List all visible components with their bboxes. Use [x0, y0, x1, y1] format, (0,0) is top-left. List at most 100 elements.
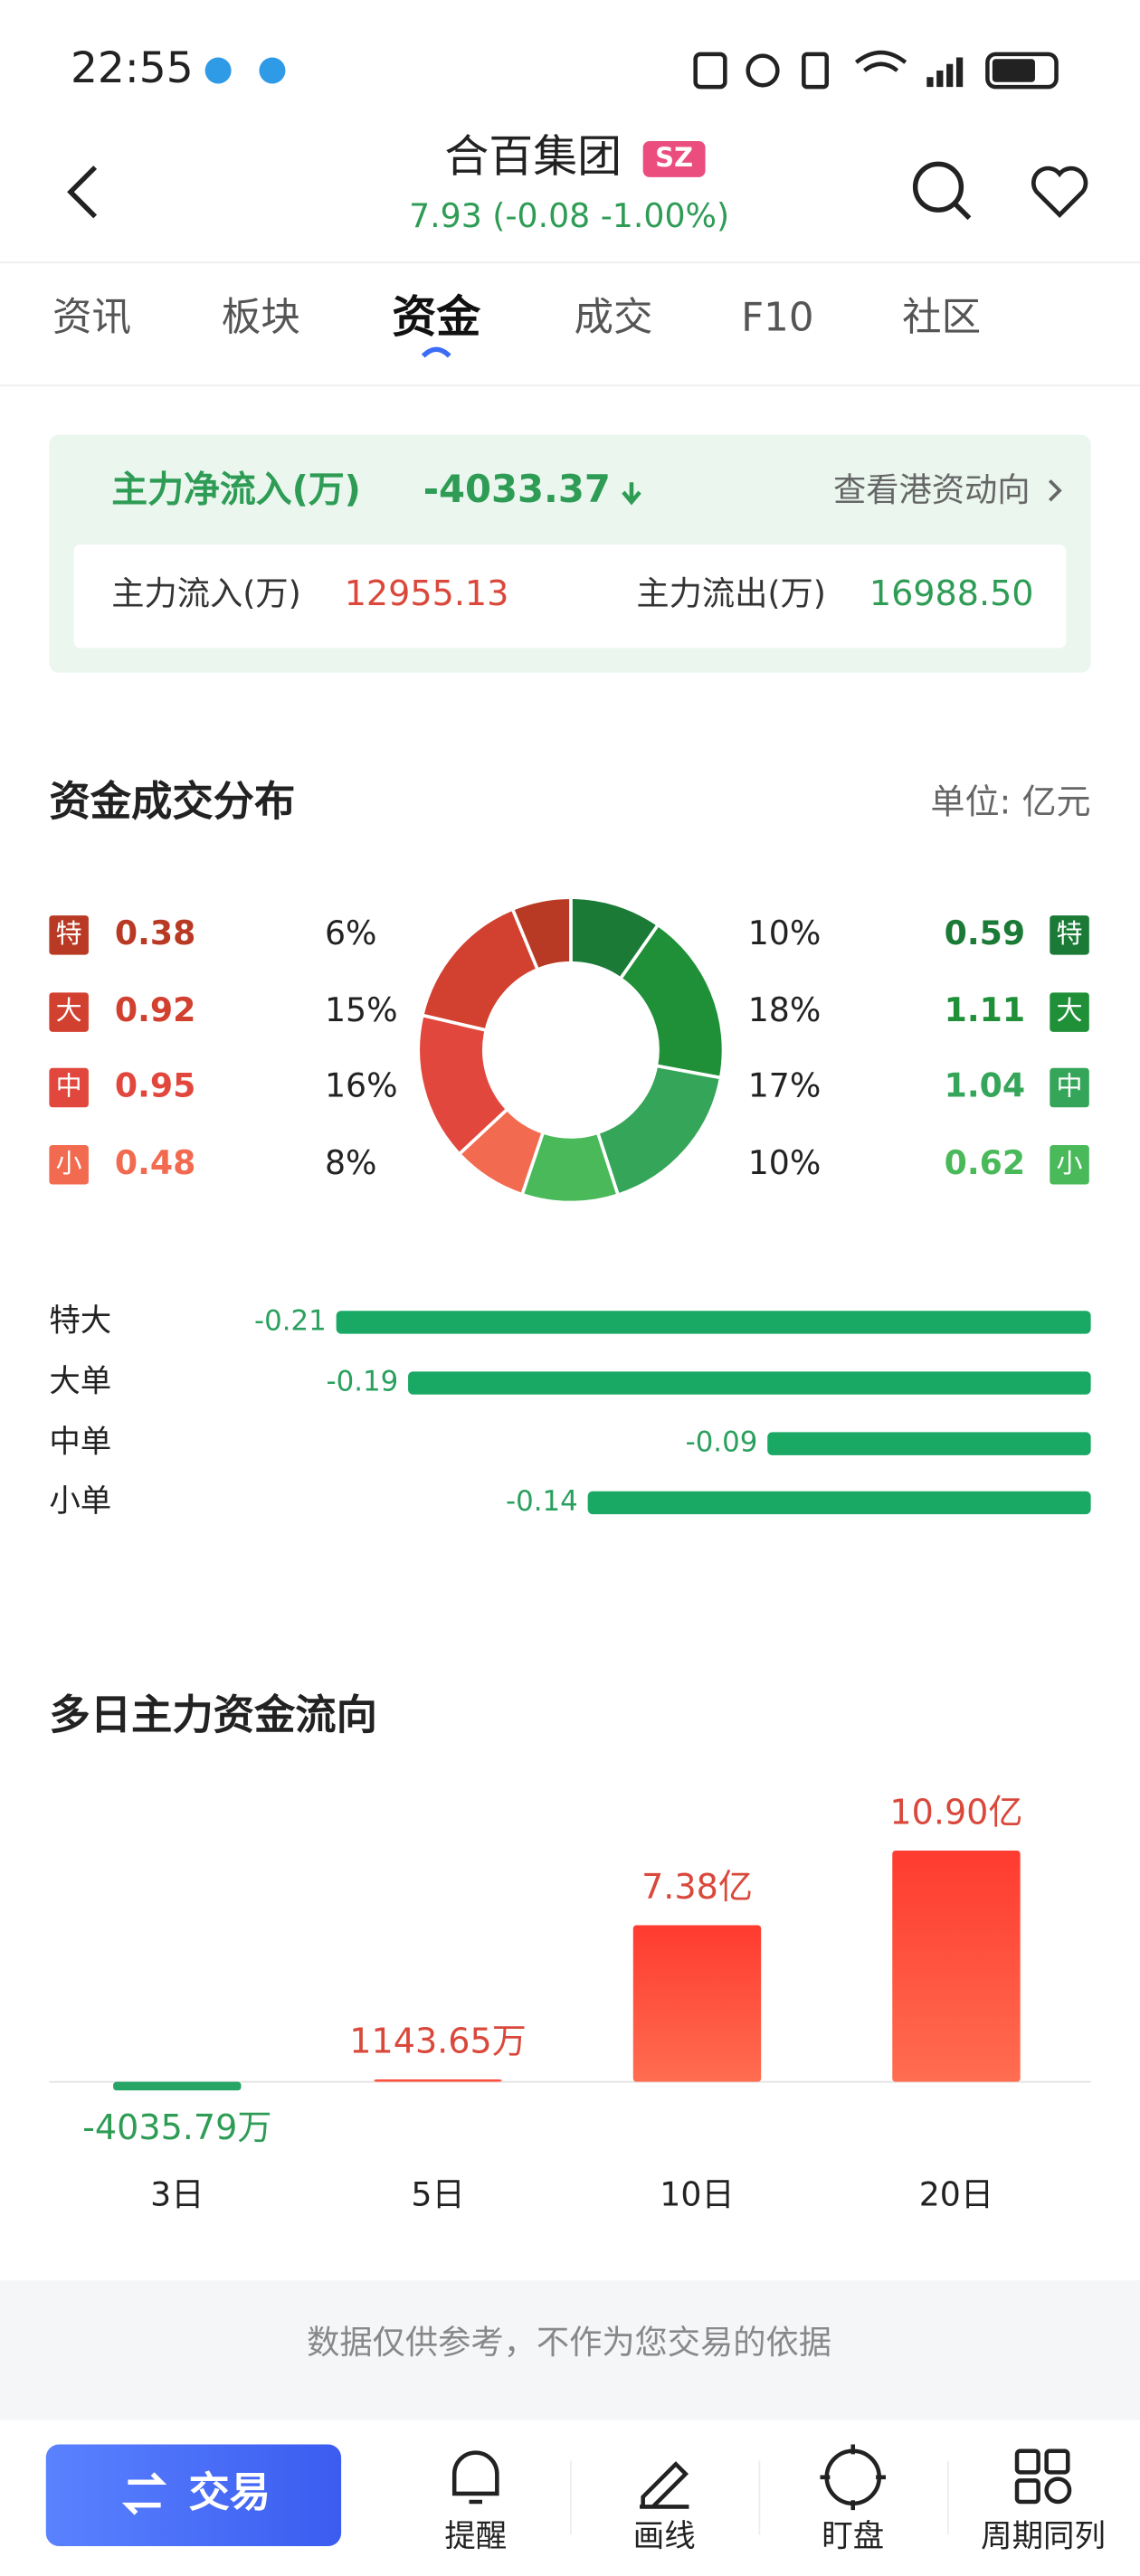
donut-segment — [510, 895, 573, 972]
flow-bar — [632, 1925, 762, 2082]
status-icons — [693, 50, 1059, 90]
nav-item[interactable]: 盯盘 — [822, 2518, 884, 2554]
footer — [0, 2280, 1140, 2420]
tag: 小 — [1057, 1148, 1083, 1179]
tag-box — [1050, 1067, 1089, 1108]
tag-box — [49, 915, 89, 955]
net-value: -0.14 — [506, 1485, 578, 1518]
size-label: 中单 — [49, 1425, 111, 1461]
net-by-size: 特大 -0.21 大单 -0.19 中单 -0.09 小单 -0.14 — [49, 1302, 1091, 1520]
tabs: 资讯 板块 资金 成交 F10 社区 — [52, 291, 981, 358]
buy-value: 0.48 — [115, 1143, 195, 1182]
net-value: -0.09 — [686, 1426, 758, 1459]
net-value: -0.21 — [254, 1304, 327, 1337]
nav-item[interactable]: 提醒 — [444, 2518, 507, 2554]
net-bar — [408, 1371, 1091, 1395]
x-tick-label: 5日 — [411, 2175, 464, 2214]
inflow-label: 主力流入(万) — [111, 573, 300, 612]
buy-pct: 6% — [325, 914, 377, 952]
stock-name: 合百集团 — [444, 130, 622, 182]
tab[interactable]: 板块 — [222, 296, 300, 341]
tab[interactable]: F10 — [741, 296, 813, 341]
buy-value: 0.95 — [115, 1066, 195, 1105]
hk-flow-link[interactable]: 查看港资动向 — [833, 470, 1030, 509]
back-button[interactable] — [67, 166, 98, 219]
sell-value: 1.04 — [945, 1066, 1025, 1105]
tag: 大 — [1057, 995, 1083, 1026]
tag-box — [1050, 992, 1089, 1032]
quote: 7.93 (-0.08 -1.00%) — [409, 196, 729, 235]
exchange: SZ — [655, 142, 693, 173]
chevron — [1049, 479, 1062, 502]
tag-box — [49, 1067, 89, 1108]
tag: 特 — [56, 918, 82, 949]
sell-pct: 10% — [748, 1143, 822, 1182]
flow-label: 10.90亿 — [889, 1793, 1022, 1833]
flow-bar — [892, 1850, 1021, 2082]
net-flow-label: 主力净流入(万) — [111, 469, 361, 511]
trade-button[interactable] — [45, 2444, 342, 2546]
favorite-button[interactable] — [1031, 166, 1088, 218]
status-icon — [204, 57, 232, 84]
exchange-badge — [642, 140, 706, 177]
flow-label: 7.38亿 — [641, 1867, 753, 1907]
donut-segment — [595, 1064, 723, 1198]
net-value: -0.19 — [326, 1366, 398, 1398]
section-title: 多日主力资金流向 — [49, 1691, 377, 1739]
time: 22:55 — [71, 43, 194, 93]
x-tick-label: 3日 — [150, 2175, 204, 2214]
tag: 中 — [1057, 1071, 1083, 1102]
sell-value: 1.11 — [945, 990, 1025, 1029]
buy-pct: 15% — [325, 990, 398, 1029]
buy-pct: 16% — [325, 1066, 398, 1105]
multi-day-chart: -4035.79万 3日 1143.65万 5日 7.38亿 10日 10.90亿 20日 — [82, 1793, 1022, 2214]
x-tick-label: 20日 — [919, 2175, 993, 2214]
buy-value: 0.38 — [115, 914, 195, 952]
tab-indicator — [421, 346, 451, 358]
flow-label: -4035.79万 — [82, 2107, 271, 2147]
trade-label: 交易 — [188, 2468, 271, 2516]
tag-box — [49, 992, 89, 1032]
size-label: 特大 — [49, 1302, 111, 1339]
nav: 提醒 画线 盯盘 周期同列 — [444, 2518, 1106, 2554]
unit: 单位: 亿元 — [930, 781, 1090, 821]
outflow-label: 主力流出(万) — [636, 573, 825, 612]
sell-pct: 10% — [748, 914, 822, 952]
net-bar — [587, 1491, 1091, 1515]
tab[interactable]: 成交 — [575, 296, 653, 341]
search-button[interactable] — [912, 161, 972, 221]
tag: 大 — [56, 995, 82, 1026]
inflow-value: 12955.13 — [345, 573, 509, 613]
nav-item[interactable]: 周期同列 — [981, 2518, 1106, 2554]
down-arrow — [622, 482, 641, 506]
flow-bar — [113, 2081, 242, 2091]
battery-level — [992, 59, 1035, 82]
tab[interactable]: 资讯 — [52, 296, 131, 341]
trade-icon — [121, 2472, 167, 2515]
distribution: 特 0.38 6% 10% 0.59 特大 0.92 15% 18% 1.11 大中 0.95 16% 1… — [49, 895, 1089, 1205]
net-bar — [767, 1432, 1091, 1455]
signal — [926, 57, 964, 88]
nav-item[interactable]: 画线 — [633, 2518, 696, 2554]
status-icon — [259, 57, 286, 84]
sell-pct: 18% — [748, 990, 822, 1029]
size-label: 小单 — [49, 1483, 111, 1520]
section-title: 资金成交分布 — [49, 777, 295, 825]
nav-icons — [451, 2444, 1072, 2511]
tab[interactable]: 资金 — [392, 291, 481, 343]
flow-detail — [73, 545, 1067, 649]
sell-pct: 17% — [748, 1066, 822, 1105]
flow-bar — [374, 2079, 502, 2082]
buy-value: 0.92 — [115, 990, 195, 1029]
net-bar — [336, 1311, 1091, 1334]
x-tick-label: 10日 — [660, 2175, 734, 2214]
tag-box — [1050, 1145, 1089, 1185]
sell-value: 0.62 — [945, 1143, 1025, 1182]
tag: 中 — [56, 1071, 82, 1102]
flow-label: 1143.65万 — [349, 2022, 527, 2061]
tag-box — [1050, 915, 1089, 955]
tag: 小 — [56, 1148, 82, 1179]
tab[interactable]: 社区 — [902, 296, 981, 341]
